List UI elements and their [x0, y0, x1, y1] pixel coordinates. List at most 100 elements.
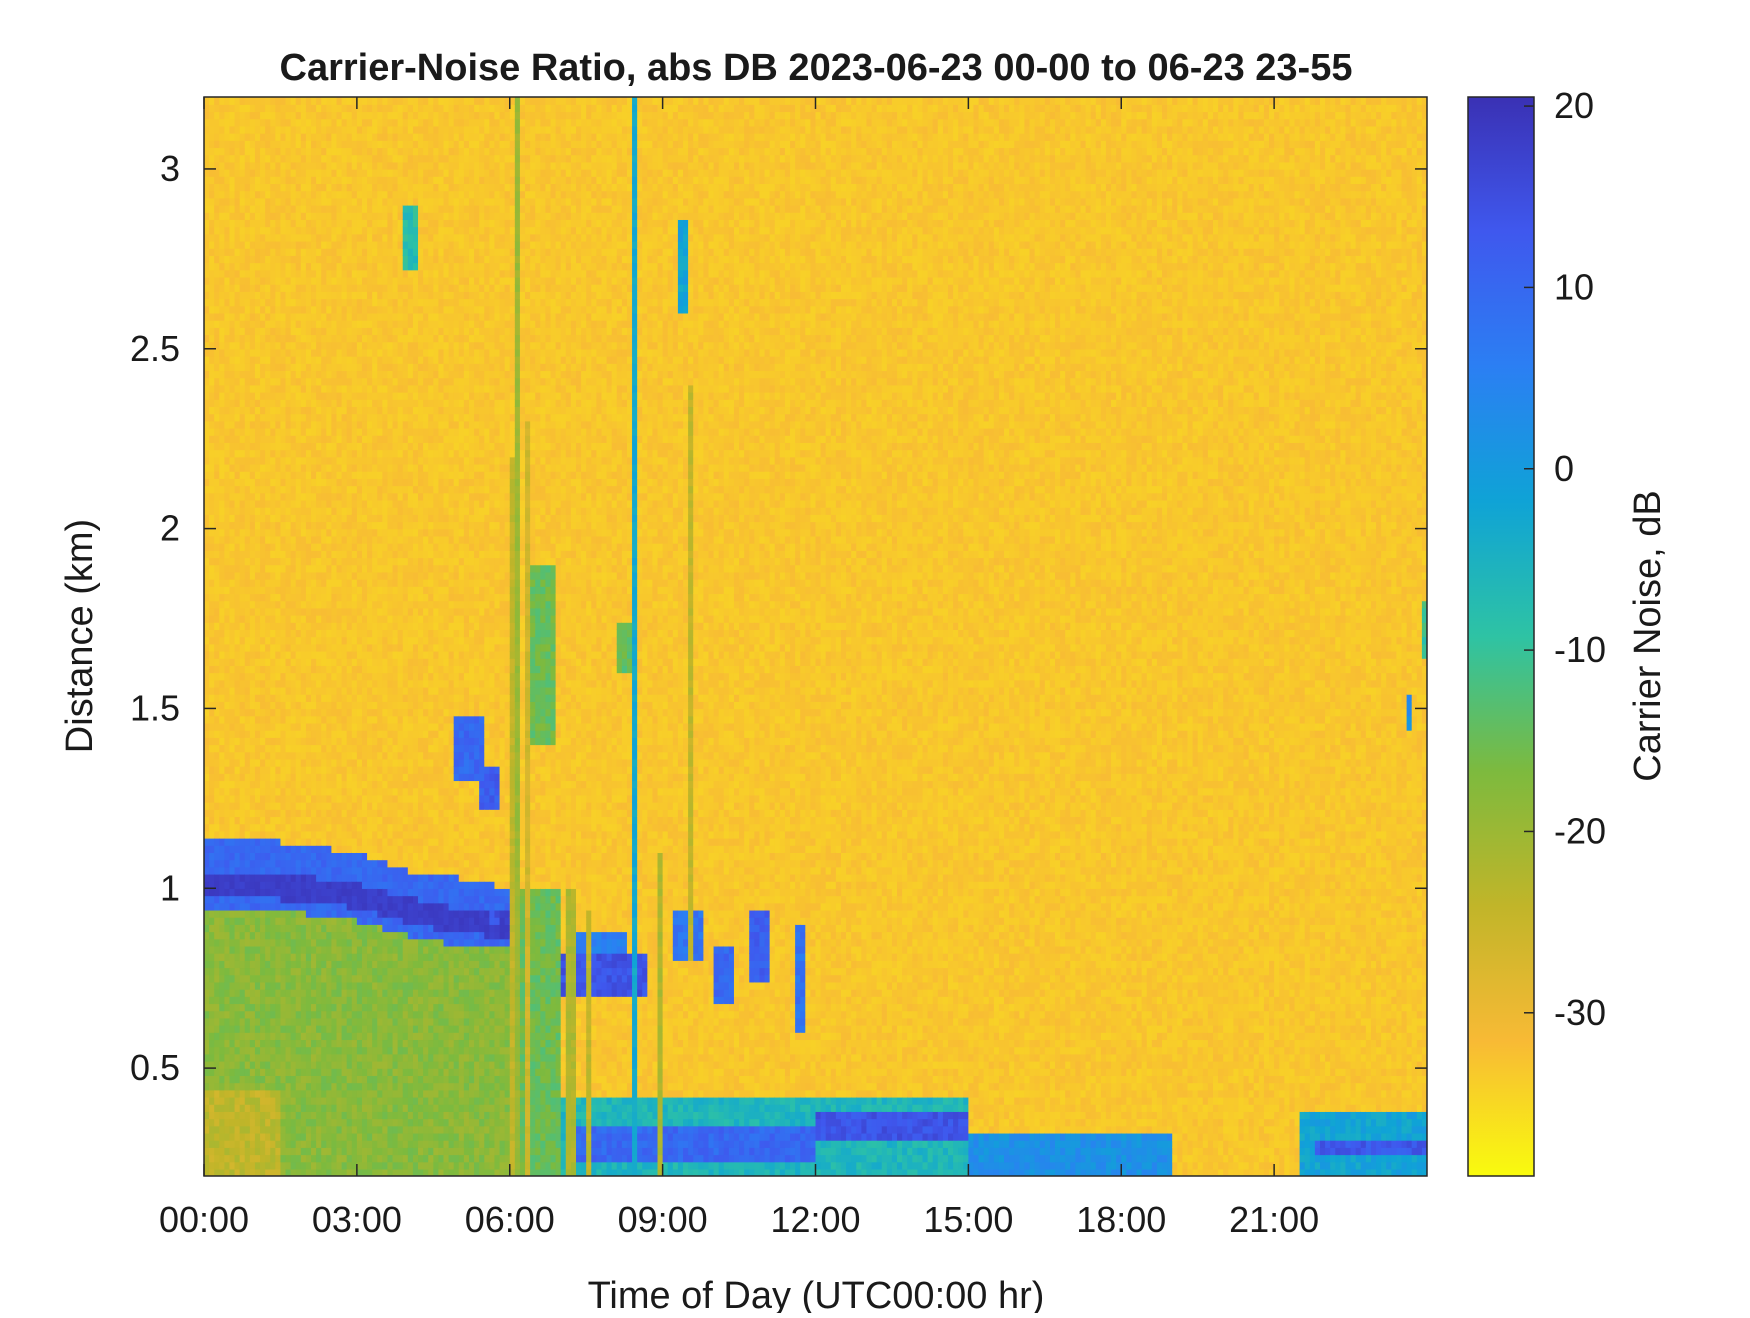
heatmap-cell — [361, 960, 368, 969]
heatmap-cell — [229, 291, 236, 300]
heatmap-cell — [239, 780, 246, 789]
heatmap-cell — [219, 1068, 226, 1076]
heatmap-cell — [204, 492, 210, 501]
heatmap-cell — [300, 938, 307, 947]
heatmap-cell — [311, 672, 317, 681]
heatmap-cell — [224, 715, 231, 724]
heatmap-cell — [290, 765, 297, 774]
heatmap-cell — [270, 514, 277, 523]
heatmap-cell — [285, 1060, 292, 1069]
heatmap-cell — [290, 550, 297, 559]
heatmap-cell — [214, 363, 220, 372]
heatmap-cell — [249, 679, 256, 688]
heatmap-cell — [326, 140, 333, 149]
heatmap-cell — [341, 298, 348, 307]
heatmap-cell — [275, 1010, 282, 1019]
heatmap-cell — [275, 542, 282, 551]
heatmap-cell — [295, 917, 302, 925]
heatmap-cell — [336, 988, 343, 997]
heatmap-cell — [367, 636, 373, 645]
heatmap-cell — [280, 852, 287, 861]
heatmap-cell — [239, 1118, 246, 1127]
heatmap-cell — [290, 427, 297, 436]
heatmap-cell — [244, 312, 251, 321]
heatmap-cell — [254, 837, 261, 846]
heatmap-cell — [361, 737, 368, 746]
heatmap-cell — [254, 924, 261, 933]
heatmap-cell — [239, 463, 246, 472]
heatmap-cell — [305, 514, 312, 523]
heatmap-cell — [336, 190, 343, 199]
heatmap-cell — [204, 226, 210, 235]
heatmap-cell — [346, 852, 353, 861]
heatmap-cell — [244, 751, 251, 760]
heatmap-cell — [280, 1118, 287, 1127]
heatmap-cell — [204, 953, 210, 961]
heatmap-cell — [341, 319, 348, 328]
heatmap-cell — [219, 471, 226, 479]
heatmap-cell — [204, 1154, 210, 1163]
heatmap-cell — [290, 1032, 297, 1041]
heatmap-cell — [316, 1024, 322, 1033]
heatmap-cell — [361, 593, 368, 602]
heatmap-cell — [275, 593, 282, 602]
heatmap-cell — [280, 643, 287, 652]
heatmap-cell — [341, 837, 348, 846]
heatmap-cell — [346, 744, 353, 753]
heatmap-cell — [224, 988, 231, 997]
heatmap-cell — [305, 413, 312, 422]
heatmap-cell — [249, 1154, 256, 1163]
heatmap-cell — [229, 298, 236, 307]
heatmap-cell — [275, 528, 282, 537]
heatmap-cell — [275, 391, 282, 400]
heatmap-cell — [229, 348, 236, 357]
heatmap-cell — [351, 456, 358, 465]
heatmap-cell — [316, 1075, 322, 1084]
heatmap-cell — [305, 1082, 312, 1091]
heatmap-cell — [367, 953, 373, 961]
heatmap-cell — [336, 564, 343, 573]
heatmap-cell — [311, 751, 317, 760]
heatmap-cell — [265, 593, 271, 602]
heatmap-cell — [229, 1003, 236, 1012]
heatmap-cell — [239, 377, 246, 386]
heatmap-cell — [290, 1147, 297, 1156]
heatmap-cell — [224, 1068, 231, 1076]
heatmap-cell — [214, 449, 220, 458]
heatmap-cell — [305, 744, 312, 753]
heatmap-cell — [265, 219, 271, 228]
heatmap-cell — [229, 176, 236, 185]
heatmap-cell — [311, 226, 317, 235]
heatmap-cell — [244, 132, 251, 141]
heatmap-cell — [260, 614, 266, 623]
heatmap-cell — [285, 550, 292, 559]
heatmap-cell — [260, 917, 266, 925]
heatmap-cell — [209, 327, 215, 336]
heatmap-cell — [321, 917, 327, 925]
heatmap-cell — [295, 773, 302, 782]
heatmap-cell — [275, 456, 282, 465]
heatmap-cell — [209, 276, 215, 285]
heatmap-cell — [265, 931, 271, 940]
heatmap-cell — [316, 794, 322, 803]
heatmap-cell — [326, 945, 333, 954]
heatmap-cell — [244, 859, 251, 868]
heatmap-cell — [290, 1111, 297, 1120]
heatmap-cell — [285, 507, 292, 515]
heatmap-cell — [300, 226, 307, 235]
heatmap-cell — [300, 197, 307, 206]
heatmap-cell — [346, 859, 353, 868]
heatmap-cell — [265, 665, 271, 674]
heatmap-cell — [305, 650, 312, 659]
heatmap-cell — [300, 478, 307, 487]
heatmap-cell — [239, 1060, 246, 1069]
heatmap-cell — [372, 938, 378, 947]
heatmap-cell — [331, 974, 338, 983]
heatmap-cell — [280, 528, 287, 537]
heatmap-cell — [249, 334, 256, 343]
heatmap-cell — [305, 132, 312, 141]
heatmap-cell — [290, 442, 297, 451]
heatmap-cell — [260, 168, 266, 177]
heatmap-cell — [239, 384, 246, 393]
heatmap-cell — [346, 442, 353, 451]
